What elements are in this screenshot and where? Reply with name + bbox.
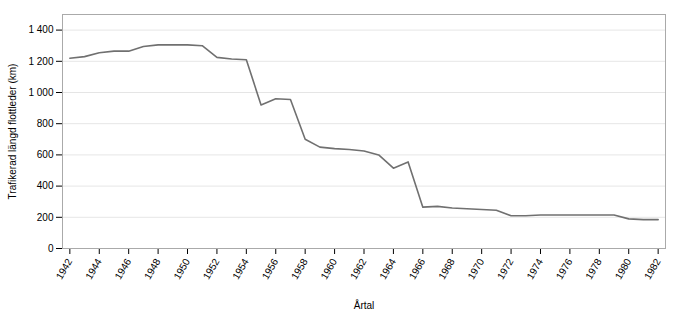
svg-text:1962: 1962	[348, 256, 369, 281]
svg-text:0: 0	[48, 243, 54, 254]
svg-text:400: 400	[37, 180, 54, 191]
svg-text:1972: 1972	[495, 256, 516, 281]
svg-text:1944: 1944	[83, 256, 104, 281]
svg-text:1966: 1966	[407, 256, 428, 281]
svg-text:Trafikerad längd flottleder (k: Trafikerad längd flottleder (km)	[7, 64, 18, 200]
svg-text:1952: 1952	[201, 256, 222, 281]
svg-text:200: 200	[37, 212, 54, 223]
svg-text:1976: 1976	[554, 256, 575, 281]
svg-text:600: 600	[37, 149, 54, 160]
svg-text:1982: 1982	[642, 256, 663, 281]
svg-text:1 000: 1 000	[28, 87, 53, 98]
svg-text:800: 800	[37, 118, 54, 129]
svg-text:1 400: 1 400	[28, 24, 53, 35]
svg-text:1942: 1942	[54, 256, 75, 281]
svg-text:Årtal: Årtal	[354, 299, 375, 311]
svg-text:1978: 1978	[583, 256, 604, 281]
svg-text:1958: 1958	[289, 256, 310, 281]
svg-text:1948: 1948	[142, 256, 163, 281]
svg-text:1974: 1974	[524, 256, 545, 281]
svg-text:1950: 1950	[171, 256, 192, 281]
svg-text:1 200: 1 200	[28, 56, 53, 67]
svg-text:1946: 1946	[113, 256, 134, 281]
svg-text:1956: 1956	[260, 256, 281, 281]
svg-text:1954: 1954	[230, 256, 251, 281]
svg-text:1968: 1968	[436, 256, 457, 281]
svg-text:1960: 1960	[318, 256, 339, 281]
svg-text:1964: 1964	[377, 256, 398, 281]
svg-text:1970: 1970	[466, 256, 487, 281]
svg-text:1980: 1980	[613, 256, 634, 281]
